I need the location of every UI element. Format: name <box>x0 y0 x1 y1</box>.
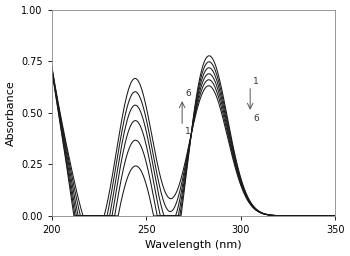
Text: 6: 6 <box>253 114 259 123</box>
X-axis label: Wavelength (nm): Wavelength (nm) <box>145 240 242 250</box>
Y-axis label: Absorbance: Absorbance <box>6 80 15 146</box>
Text: 1: 1 <box>185 127 191 136</box>
Text: 1: 1 <box>253 77 259 86</box>
Text: 6: 6 <box>185 89 191 98</box>
